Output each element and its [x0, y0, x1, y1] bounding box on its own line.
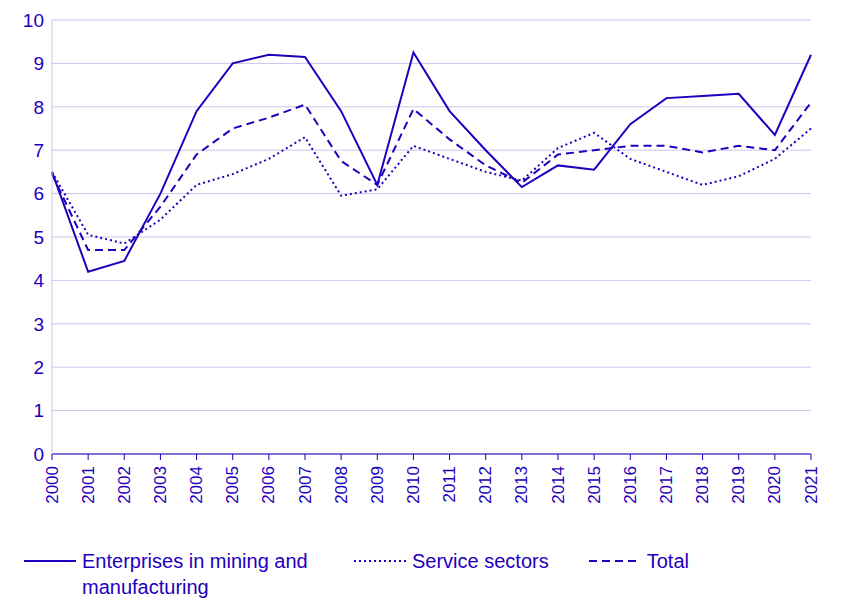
svg-text:2001: 2001	[79, 466, 98, 504]
svg-text:1: 1	[33, 400, 44, 421]
svg-text:2007: 2007	[296, 466, 315, 504]
svg-text:2011: 2011	[440, 466, 459, 503]
svg-text:2003: 2003	[151, 466, 170, 504]
html-text:Total: Total	[646, 550, 689, 572]
svg-text:10: 10	[23, 10, 44, 31]
svg-text:3: 3	[33, 314, 44, 335]
svg-text:0: 0	[33, 444, 44, 465]
svg-text:2013: 2013	[512, 466, 531, 504]
svg-text:2012: 2012	[476, 466, 495, 504]
svg-text:5: 5	[33, 227, 44, 248]
svg-text:2019: 2019	[729, 466, 748, 504]
svg-text:7: 7	[33, 140, 44, 161]
svg-text:2008: 2008	[332, 466, 351, 504]
svg-text:2004: 2004	[187, 466, 206, 504]
html-text:Enterprises in mining and manu: Enterprises in mining and manufacturing	[82, 550, 308, 598]
svg-text:4: 4	[33, 270, 44, 291]
svg-text:2020: 2020	[765, 466, 784, 504]
svg-text:2016: 2016	[621, 466, 640, 504]
svg-text:2010: 2010	[404, 466, 423, 504]
svg-text:2021: 2021	[802, 466, 821, 504]
svg-text:2009: 2009	[368, 466, 387, 504]
svg-text:2000: 2000	[43, 466, 62, 504]
svg-text:2002: 2002	[115, 466, 134, 504]
svg-text:2017: 2017	[657, 466, 676, 504]
svg-text:2014: 2014	[549, 466, 568, 504]
svg-text:8: 8	[33, 97, 44, 118]
svg-text:6: 6	[33, 183, 44, 204]
svg-text:2005: 2005	[223, 466, 242, 504]
svg-text:2: 2	[33, 357, 44, 378]
svg-text:2015: 2015	[585, 466, 604, 504]
svg-text:2018: 2018	[693, 466, 712, 504]
svg-text:2006: 2006	[259, 466, 278, 504]
html-text:Service sectors: Service sectors	[412, 550, 549, 572]
svg-text:9: 9	[33, 53, 44, 74]
